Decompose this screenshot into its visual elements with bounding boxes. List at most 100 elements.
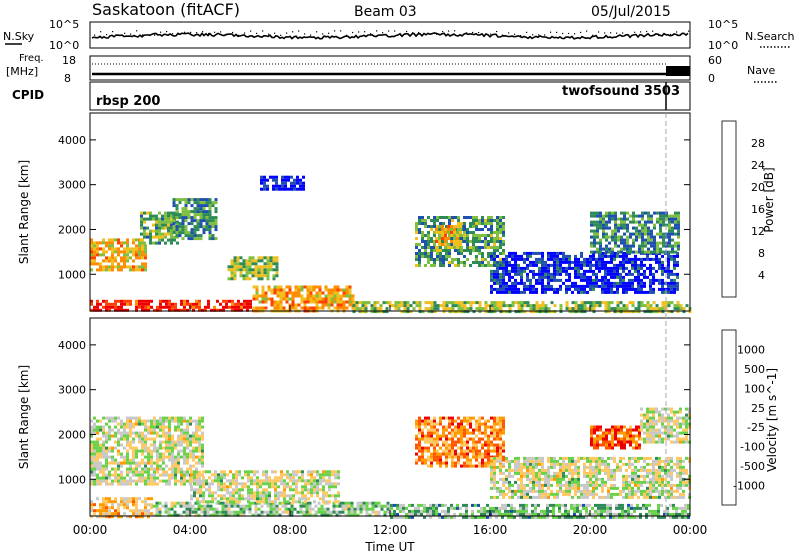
velocity-cell bbox=[156, 449, 159, 453]
velocity-cell bbox=[334, 476, 337, 480]
velocity-cell bbox=[310, 491, 313, 495]
power-cell bbox=[559, 284, 562, 288]
power-cell bbox=[300, 294, 304, 298]
power-cell bbox=[442, 264, 445, 267]
velocity-cell bbox=[250, 470, 253, 474]
power-cell bbox=[607, 272, 610, 276]
velocity-cell bbox=[159, 458, 162, 462]
power-colorbar-tick: 4 bbox=[758, 269, 765, 282]
power-cell bbox=[641, 223, 644, 227]
power-cell bbox=[671, 244, 674, 248]
velocity-cell bbox=[93, 467, 96, 471]
velocity-cell bbox=[215, 510, 219, 514]
power-cell bbox=[463, 222, 466, 225]
velocity-cell bbox=[236, 510, 240, 514]
power-cell bbox=[376, 301, 380, 305]
velocity-cell bbox=[433, 419, 436, 423]
velocity-cell bbox=[535, 477, 538, 481]
cpid-program-1: rbsp 200 bbox=[96, 94, 160, 109]
power-cell bbox=[523, 304, 527, 308]
velocity-cell bbox=[114, 434, 117, 438]
power-cell bbox=[671, 232, 674, 236]
velocity-cell bbox=[445, 440, 448, 444]
velocity-cell bbox=[514, 471, 517, 475]
velocity-cell bbox=[253, 470, 256, 474]
power-cell bbox=[159, 308, 162, 312]
velocity-cell bbox=[415, 422, 418, 426]
velocity-cell bbox=[304, 485, 307, 489]
velocity-cell bbox=[436, 440, 439, 444]
power-cell bbox=[193, 216, 197, 220]
power-cell bbox=[577, 290, 580, 294]
velocity-cell bbox=[177, 440, 180, 444]
power-cell bbox=[662, 217, 665, 221]
velocity-cell bbox=[347, 504, 351, 508]
velocity-cell bbox=[544, 468, 547, 472]
power-cell bbox=[288, 291, 292, 295]
power-cell bbox=[321, 300, 325, 304]
velocity-cell bbox=[418, 431, 421, 435]
velocity-cell bbox=[272, 513, 276, 517]
power-cell bbox=[266, 256, 270, 260]
velocity-cell bbox=[415, 452, 418, 456]
power-cell bbox=[646, 304, 650, 308]
power-cell bbox=[236, 259, 240, 263]
power-cell bbox=[421, 231, 424, 234]
velocity-cell bbox=[180, 443, 183, 447]
velocity-cell bbox=[192, 455, 195, 459]
velocity-cell bbox=[167, 513, 171, 517]
power-cell bbox=[602, 247, 605, 251]
velocity-cell bbox=[365, 510, 369, 514]
velocity-cell bbox=[481, 464, 484, 468]
velocity-cell bbox=[111, 482, 114, 486]
power-cell bbox=[155, 217, 158, 221]
velocity-cell bbox=[445, 464, 448, 468]
velocity-cell bbox=[311, 513, 315, 517]
power-cell bbox=[535, 301, 539, 305]
power-cell bbox=[159, 299, 162, 303]
power-cell bbox=[599, 220, 602, 224]
velocity-cell bbox=[190, 479, 193, 483]
velocity-cell bbox=[177, 461, 180, 465]
power-cell bbox=[155, 220, 158, 224]
power-cell bbox=[448, 249, 451, 252]
power-cell bbox=[535, 278, 538, 282]
power-cell bbox=[159, 302, 162, 306]
velocity-cell bbox=[150, 479, 153, 483]
velocity-cell bbox=[232, 491, 235, 495]
power-cell bbox=[248, 277, 252, 281]
velocity-cell bbox=[266, 513, 270, 517]
power-cell bbox=[668, 220, 671, 224]
power-cell bbox=[126, 308, 129, 312]
power-cell bbox=[149, 232, 152, 236]
velocity-cell bbox=[135, 434, 138, 438]
velocity-cell bbox=[445, 455, 448, 459]
velocity-cell bbox=[189, 452, 192, 456]
velocity-cell bbox=[185, 510, 189, 514]
noise-search-dot bbox=[178, 33, 180, 35]
power-cell bbox=[433, 216, 436, 219]
velocity-cell bbox=[99, 428, 102, 432]
velocity-cell bbox=[111, 461, 114, 465]
power-cell bbox=[296, 178, 299, 182]
power-cell bbox=[187, 216, 191, 220]
velocity-cell bbox=[499, 471, 502, 475]
velocity-cell bbox=[424, 419, 427, 423]
velocity-cell bbox=[135, 446, 138, 450]
power-cell bbox=[255, 285, 259, 289]
power-cell bbox=[577, 284, 580, 288]
velocity-cell bbox=[192, 419, 195, 423]
power-cell bbox=[623, 214, 626, 218]
power-cell bbox=[466, 258, 469, 261]
velocity-cell bbox=[211, 491, 214, 495]
velocity-cell bbox=[102, 449, 105, 453]
velocity-cell bbox=[129, 482, 132, 486]
velocity-cell bbox=[168, 422, 171, 426]
power-cell bbox=[296, 187, 299, 191]
velocity-cell bbox=[562, 477, 565, 481]
power-cell bbox=[178, 198, 182, 202]
power-cell bbox=[108, 302, 111, 306]
power-cell bbox=[673, 263, 676, 267]
power-cell bbox=[251, 274, 255, 278]
power-cell bbox=[254, 274, 258, 278]
